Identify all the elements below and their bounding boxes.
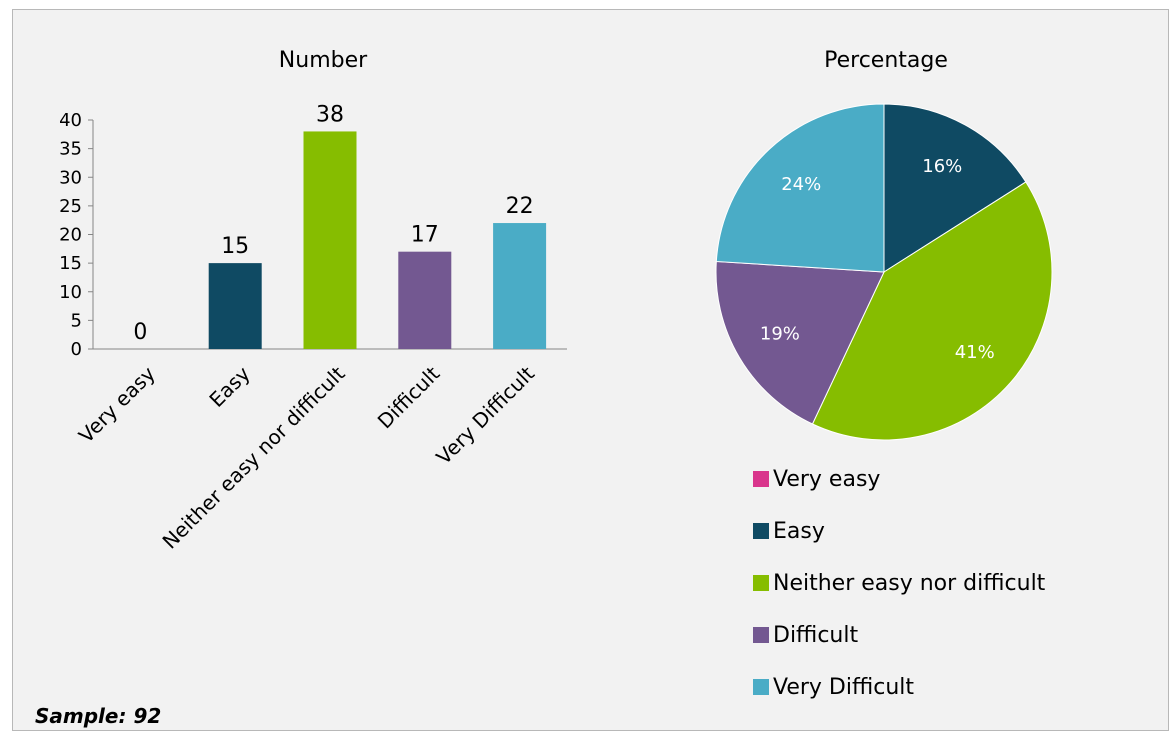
bar-data-label: 17	[411, 223, 439, 248]
bar-y-tick-label: 10	[59, 282, 82, 303]
bar-data-label: 38	[316, 102, 344, 127]
pie-slice-label: 16%	[922, 156, 962, 177]
bar-x-tick-label: Difficult	[373, 361, 445, 433]
legend-label: Easy	[773, 519, 825, 544]
legend-swatch-very-easy	[753, 471, 769, 487]
pie-slice-label: 24%	[781, 174, 821, 195]
pie-slice-label: 19%	[760, 324, 800, 345]
bar-y-tick-label: 5	[71, 310, 82, 331]
pie-chart: Percentage 16% 41% 19% 24% Very easy Easy Nei…	[715, 48, 1053, 700]
bar-x-tick-label: Very easy	[74, 361, 160, 447]
pie-slice-neither-easy-nor-difficult	[811, 181, 1053, 441]
bar-y-tick-label: 20	[59, 225, 82, 246]
bar-data-label: 22	[506, 194, 534, 219]
legend-swatch-very-difficult	[753, 679, 769, 695]
legend-swatch-neither-easy-nor-difficult	[753, 575, 769, 591]
bar-x-tick-label: Very Difficult	[432, 361, 540, 469]
bar-y-tick-label: 15	[59, 253, 82, 274]
pie-slice-difficult	[715, 260, 885, 425]
bar-chart-title: Number	[279, 48, 368, 73]
legend-label: Very Difficult	[773, 675, 914, 700]
bar-y-tick-label: 40	[59, 110, 82, 131]
legend-label: Difficult	[773, 623, 858, 648]
chart-frame: Number 0 5 10 15 20 25 30 35 40 0 15 38 17 22 Very e…	[12, 9, 1169, 731]
bar-data-label: 15	[221, 234, 249, 259]
bar-y-tick-label: 25	[59, 196, 82, 217]
chart-canvas: Number 0 5 10 15 20 25 30 35 40 0 15 38 17 22 Very e…	[35, 48, 1053, 728]
bar-very-difficult	[493, 223, 547, 349]
sample-size-text: Sample: 92	[35, 704, 161, 728]
bar-data-label: 0	[133, 320, 147, 345]
bar-y-tick-label: 0	[71, 339, 82, 360]
bar-chart: Number 0 5 10 15 20 25 30 35 40 0 15 38 17 22 Very e…	[59, 48, 567, 554]
bar-y-tick-label: 35	[59, 139, 82, 160]
legend-label: Neither easy nor difficult	[773, 571, 1046, 596]
legend-label: Very easy	[773, 467, 880, 492]
bar-x-tick-label: Easy	[204, 361, 254, 411]
pie-chart-title: Percentage	[824, 48, 948, 73]
pie-slice-label: 41%	[955, 342, 995, 363]
bar-difficult	[398, 251, 452, 349]
pie-slice-easy	[883, 103, 1027, 273]
pie-slice-very-difficult	[715, 103, 885, 273]
bar-y-tick-label: 30	[59, 167, 82, 188]
bar-easy	[208, 263, 262, 349]
bar-x-tick-label: Neither easy nor difficult	[158, 361, 350, 553]
bar-neither-easy-nor-difficult	[303, 131, 357, 349]
legend-swatch-difficult	[753, 627, 769, 643]
legend-swatch-easy	[753, 523, 769, 539]
